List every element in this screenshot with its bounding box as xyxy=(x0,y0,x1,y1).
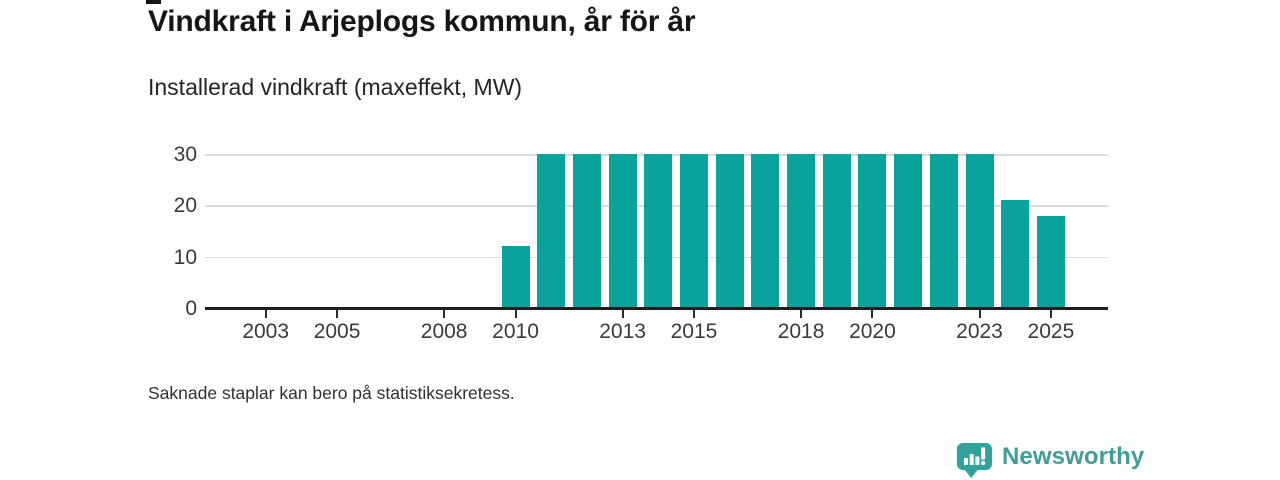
x-tick-2005 xyxy=(336,310,339,318)
newsworthy-icon xyxy=(956,442,992,478)
y-axis-label: 30 xyxy=(173,143,197,166)
brand-name: Newsworthy xyxy=(1002,443,1145,470)
x-axis-label: 2023 xyxy=(956,320,1003,343)
bar-2018 xyxy=(787,154,816,308)
bar-2013 xyxy=(608,154,637,308)
x-tick-2015 xyxy=(692,310,695,318)
x-tick-2010 xyxy=(514,310,517,318)
bar-2021 xyxy=(894,154,923,308)
x-tick-2018 xyxy=(800,310,803,318)
bar-2020 xyxy=(858,154,887,308)
x-axis-line xyxy=(205,307,1108,310)
x-axis-label: 2018 xyxy=(777,320,825,343)
x-tick-2023 xyxy=(978,310,981,318)
bar-2023 xyxy=(965,154,994,308)
bar-2016 xyxy=(715,154,744,308)
bar-2011 xyxy=(537,154,566,308)
y-axis-label: 10 xyxy=(173,245,197,269)
x-tick-2025 xyxy=(1049,310,1052,318)
x-axis-label: 2025 xyxy=(1027,320,1075,343)
bar-2019 xyxy=(822,154,851,308)
bar-2017 xyxy=(751,154,780,308)
chart-subtitle: Installerad vindkraft (maxeffekt, MW) xyxy=(148,74,523,100)
bar-2025 xyxy=(1036,215,1065,308)
x-axis-label: 2005 xyxy=(313,320,361,343)
chart-title: Vindkraft i Arjeplogs kommun, år för år xyxy=(148,5,696,38)
x-tick-2013 xyxy=(621,310,624,318)
bar-2022 xyxy=(929,154,958,308)
x-tick-2020 xyxy=(871,310,874,318)
x-axis-label: 2008 xyxy=(420,320,468,343)
y-axis-label: 0 xyxy=(185,297,197,320)
chart-footnote: Saknade staplar kan bero på statistiksek… xyxy=(148,383,515,403)
bar-2024 xyxy=(1001,200,1030,308)
x-tick-2003 xyxy=(264,310,267,318)
newsworthy-logo: Newsworthy xyxy=(956,441,1144,479)
x-axis-label: 2015 xyxy=(670,320,718,343)
bar-2015 xyxy=(679,154,708,308)
bar-2010 xyxy=(501,246,530,308)
y-axis-label: 20 xyxy=(173,194,197,218)
x-tick-2008 xyxy=(443,310,446,318)
bar-2014 xyxy=(644,154,673,308)
x-axis-label: 2010 xyxy=(492,320,539,343)
x-axis-label: 2013 xyxy=(599,320,646,343)
x-axis-label: 2020 xyxy=(849,320,896,343)
bar-2012 xyxy=(572,154,601,308)
x-axis-label: 2003 xyxy=(242,320,290,343)
crop-artifact xyxy=(146,0,161,4)
